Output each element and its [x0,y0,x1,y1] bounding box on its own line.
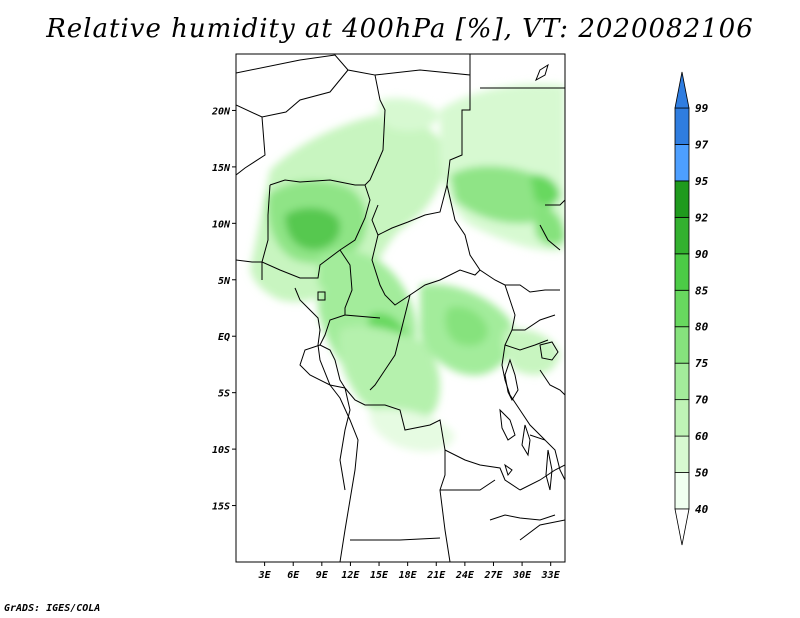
humidity-core-ethiopia [530,174,560,205]
lon-tick-label: 9E [316,570,329,581]
humidity-shading [250,83,565,452]
lat-tick-label: 10N [212,219,231,230]
map-title: Relative humidity at 400hPa [%], VT: 202… [46,14,754,44]
lon-tick-label: 30E [512,570,532,581]
colorbar-bottom-arrow [674,508,690,546]
colorbar-box [674,180,690,218]
colorbar-top-arrow [674,71,690,109]
colorbar-label: 97 [695,138,709,151]
humidity-region-gulf [250,264,325,302]
lat-tick-label: 5N [218,276,231,287]
lat-tick-label: 10S [212,445,230,456]
lat-tick-label: 15S [212,502,230,513]
colorbar-box [674,289,690,328]
country-borders [236,54,565,562]
colorbar-box [674,107,690,145]
colorbar-label: 75 [695,357,709,370]
humidity-core-sudan [450,165,554,224]
lat-tick-label: EQ [218,332,230,343]
colorbar: 40 50 60 70 75 80 85 90 92 95 97 99 [674,71,709,546]
colorbar-label: 99 [695,102,709,115]
lon-tick-label: 27E [483,570,503,581]
footer-credit: GrADS: IGES/COLA [4,603,101,614]
longitude-axis: 3E 6E 9E 12E 15E 18E 21E 24E 27E 30E 33E [258,562,561,581]
humidity-region-north-niger [379,98,440,132]
humidity-region-congo-south [338,325,440,421]
colorbar-label: 90 [695,248,709,261]
colorbar-label: 70 [695,394,709,407]
colorbar-label: 50 [695,467,709,480]
colorbar-box [674,435,690,473]
lon-tick-label: 21E [426,570,446,581]
humidity-region-east-lakes [503,328,560,375]
latitude-axis: 20N 15N 10N 5N EQ 5S 10S 15S [211,106,236,513]
lon-tick-label: 18E [399,570,418,581]
colorbar-box [674,399,690,437]
lon-tick-label: 3E [258,570,272,581]
colorbar-box [674,472,690,510]
lat-tick-label: 5S [218,389,230,400]
lon-tick-label: 33E [541,570,561,581]
lat-tick-label: 20N [211,106,231,117]
colorbar-label: 85 [695,284,709,297]
colorbar-label: 95 [695,175,709,188]
humidity-core-lakes [445,306,488,346]
colorbar-label: 92 [695,211,709,224]
colorbar-box [674,253,690,291]
colorbar-box [674,326,690,364]
colorbar-box [674,144,690,182]
colorbar-label: 80 [695,321,709,334]
colorbar-box [674,216,690,255]
humidity-core-nigeria [285,207,341,250]
lon-tick-label: 12E [341,570,360,581]
colorbar-label: 60 [695,430,709,443]
lat-tick-label: 15N [212,163,231,174]
colorbar-box [674,362,690,401]
colorbar-label: 40 [695,503,709,516]
map-frame [235,53,566,563]
humidity-region-east-coast [535,205,565,246]
lon-tick-label: 6E [287,570,300,581]
lon-tick-label: 24E [455,570,475,581]
lon-tick-label: 15E [370,570,389,581]
humidity-region-angola [369,408,455,452]
